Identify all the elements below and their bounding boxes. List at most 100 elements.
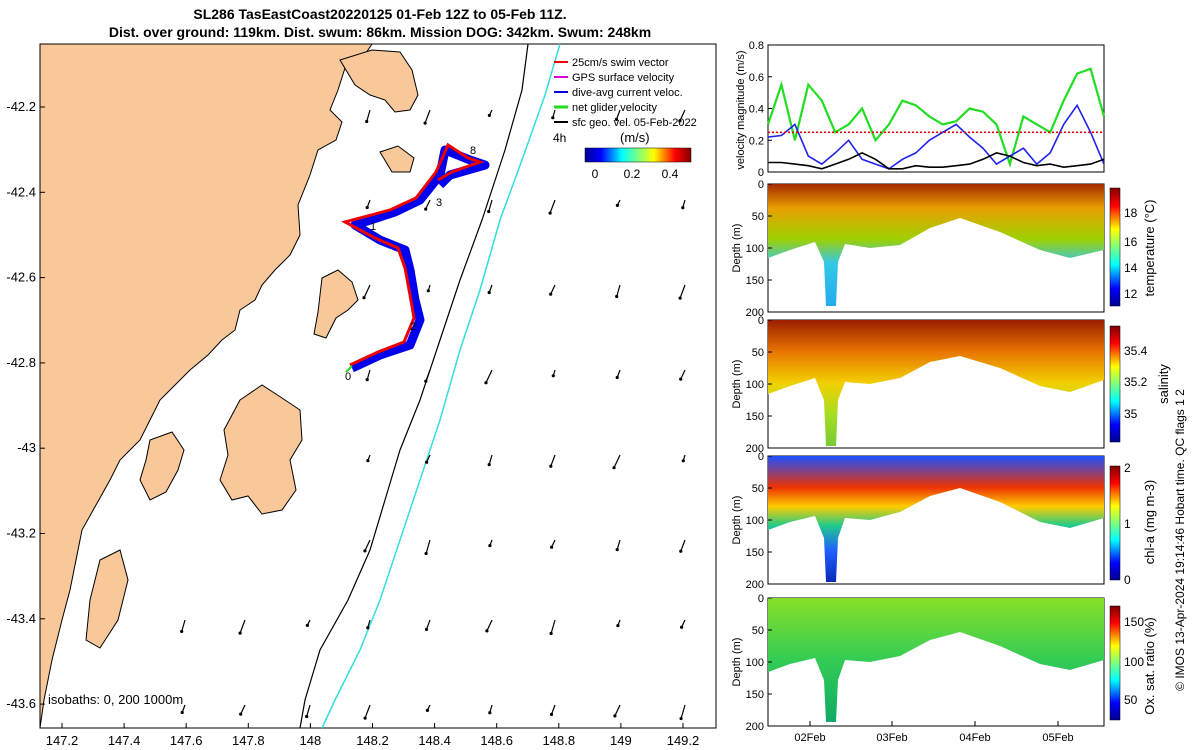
geostrophic-arrow (424, 109, 431, 124)
depth-tick-label: 150 (746, 689, 764, 701)
geostrophic-arrow-head (679, 549, 683, 553)
geostrophic-arrow (616, 539, 621, 550)
track-marker: 0 (345, 371, 351, 383)
geostrophic-arrow-head (679, 377, 683, 381)
geostrophic-arrow-head (424, 627, 429, 632)
depth-tick-label: 50 (752, 483, 764, 495)
geostrophic-arrow-head (614, 117, 619, 121)
depth-tick-label: 0 (758, 315, 764, 327)
depth-tick-label: 200 (746, 307, 764, 319)
chart-title-line2: Dist. over ground: 119km. Dist. swum: 86… (108, 24, 652, 40)
velocity-axes (767, 44, 1105, 173)
glider-track-swim (340, 142, 485, 367)
geostrophic-arrow-head (680, 625, 684, 629)
tasman-peninsula (219, 384, 303, 515)
time-tick-label: 02Feb (794, 732, 825, 744)
depth-tick-label: 150 (746, 275, 764, 287)
track-marker: 2 (410, 321, 416, 333)
geostrophic-arrow-head (551, 116, 555, 120)
temperature-label: temperature (°C) (1142, 200, 1157, 297)
glider-track-net (345, 365, 353, 373)
geostrophic-arrow-head (180, 629, 184, 634)
oxygen-panel: 150 100 50 Ox. sat. ratio (%) (767, 597, 1157, 727)
map-y-axis: -42.2 -42.4 -42.6 -42.8 -43 -43.2 -43.4 -43.6 (6, 99, 45, 711)
geostrophic-arrow-head (424, 551, 428, 556)
colorbar-tick: 0 (592, 167, 599, 181)
geostrophic-arrow-head (484, 381, 488, 385)
chla-label: chl-a (mg m-3) (1142, 480, 1157, 565)
chart-title-line1: SL286 TasEastCoast20220125 01-Feb 12Z to… (193, 6, 567, 22)
map-plot: 3 8 1 2 0 25cm/s swim vector GPS surface… (6, 43, 717, 748)
geostrophic-arrow-head (423, 121, 427, 125)
map-legend: 25cm/s swim vector GPS surface velocity … (553, 57, 697, 181)
tasmania-land (39, 43, 373, 729)
depth-tick-label: 200 (746, 443, 764, 455)
geostrophic-arrow (680, 369, 686, 380)
depth-tick-label: 100 (746, 657, 764, 669)
velocity-y-tick-label: 0.2 (749, 135, 764, 147)
depth-tick-label: 200 (746, 579, 764, 591)
velocity-series-line (768, 152, 1105, 170)
geostrophic-arrow (615, 109, 621, 120)
velocity-series-line (767, 103, 1105, 170)
velocity-series-line (766, 67, 1106, 168)
geostrophic-arrow (549, 199, 556, 214)
depth-tick-label: 0 (758, 593, 764, 605)
depth-ylabel: Depth (m) (731, 360, 743, 409)
geostrophic-arrow-head (239, 712, 243, 716)
colorbar-tick: 0.4 (662, 167, 679, 181)
velocity-y-axis: 0 0.2 0.4 0.6 0.8 (749, 40, 772, 179)
chla-panel: 2 1 0 chl-a (mg m-3) (767, 455, 1157, 587)
map-y-tick-label: -42.4 (6, 184, 36, 199)
geostrophic-arrow-head (362, 296, 366, 300)
geostrophic-arrow-head (425, 708, 429, 713)
colorbar-tick: 1 (1124, 517, 1131, 531)
legend-item: GPS surface velocity (572, 72, 675, 84)
geostrophic-arrow (613, 454, 621, 468)
colorbar-tick: 12 (1124, 287, 1138, 301)
speed-colorbar (584, 147, 692, 163)
geostrophic-arrow-head (487, 113, 491, 117)
temperature-colorbar (1109, 187, 1121, 307)
time-tick-label: 05Feb (1042, 732, 1073, 744)
geostrophic-arrow-head (426, 289, 430, 293)
geostrophic-arrow (485, 369, 493, 383)
temperature-panel: 18 16 14 12 temperature (°C) (767, 183, 1157, 313)
geostrophic-arrow (550, 454, 556, 467)
colorbar-tick: 18 (1124, 206, 1138, 220)
depth-tick-label: 0 (758, 179, 764, 191)
geostrophic-arrow-head (365, 205, 369, 210)
geostrophic-arrow (425, 619, 431, 630)
geostrophic-arrow-head (549, 631, 553, 636)
geostrophic-arrow-head (549, 464, 553, 468)
geostrophic-arrow (239, 619, 246, 634)
map-y-tick-label: -43.2 (6, 526, 36, 541)
geostrophic-arrow (679, 284, 686, 299)
geostrophic-arrow-head (365, 119, 369, 124)
map-y-tick-label: -43 (17, 440, 36, 455)
geostrophic-arrow-head (305, 623, 309, 628)
velocity-y-tick-label: 0.8 (749, 40, 764, 52)
geostrophic-arrow (425, 539, 431, 554)
depth-tick-label: 50 (752, 625, 764, 637)
geostrophic-arrow (679, 109, 686, 122)
geostrophic-arrow (550, 619, 556, 634)
map-x-tick-label: 148.2 (356, 733, 389, 748)
map-y-tick-label: -42.2 (6, 99, 36, 114)
map-y-tick-label: -42.8 (6, 355, 36, 370)
geostrophic-arrow-head (681, 206, 685, 210)
geostrophic-arrow-head (681, 459, 685, 463)
velocity-series (766, 67, 1106, 170)
qc-note: © IMOS 13-Apr-2024 19:14:46 Hobart time.… (1173, 389, 1187, 691)
colorbar-tick: 0 (1124, 573, 1131, 587)
geostrophic-arrow-head (615, 375, 619, 380)
geostrophic-arrow (364, 704, 371, 719)
colorbar-tick: 2 (1124, 461, 1131, 475)
south-peninsula (85, 549, 129, 649)
track-marker: 3 (436, 197, 442, 209)
depth-axes: 0 50 100 150 200 Depth (m) 0 50 100 150 200 Depth (… (731, 179, 772, 733)
track-marker: 1 (370, 221, 376, 233)
geostrophic-arrow (680, 539, 686, 552)
depth-tick-label: 100 (746, 379, 764, 391)
